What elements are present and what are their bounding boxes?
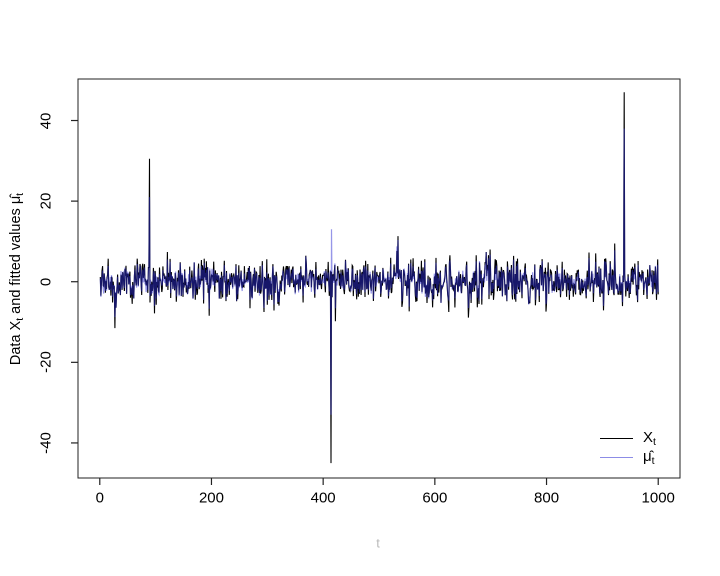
y-tick-label: 20 [37, 192, 55, 210]
legend-label-muhat: μ̂t [643, 448, 655, 467]
y-axis-title-sub: t [14, 192, 26, 196]
x-tick-label: 800 [534, 489, 560, 507]
x-tick-label: 1000 [641, 489, 675, 507]
y-tick-label: -40 [37, 432, 55, 454]
series-line-muhat [99, 128, 659, 415]
x-tick-label: 0 [95, 489, 104, 507]
legend-line-xt-swatch [600, 438, 633, 439]
legend: Xt μ̂t [600, 429, 674, 467]
y-axis-title: Data Xt and fitted values μ̂t [8, 193, 26, 365]
legend-label-xt: Xt [643, 429, 656, 448]
legend-entry-xt: Xt [600, 429, 674, 448]
y-axis-title-sub: t [14, 317, 26, 321]
y-axis-title-part: Data X [8, 320, 24, 366]
legend-line-muhat-swatch [600, 457, 633, 458]
plot-box [77, 78, 681, 479]
y-tick-label: 0 [37, 277, 55, 286]
mu-hat-symbol: μ̂ [8, 195, 24, 205]
y-tick-label: -20 [37, 351, 55, 374]
y-tick-label: 40 [37, 112, 55, 129]
axis-ticks [71, 119, 659, 485]
x-tick-label: 200 [198, 489, 224, 507]
y-axis-title-part: and fitted values [8, 204, 24, 318]
x-axis-title: t [376, 535, 380, 551]
x-tick-label: 400 [310, 489, 336, 507]
legend-entry-muhat: μ̂t [600, 448, 674, 467]
x-tick-label: 600 [422, 489, 448, 507]
